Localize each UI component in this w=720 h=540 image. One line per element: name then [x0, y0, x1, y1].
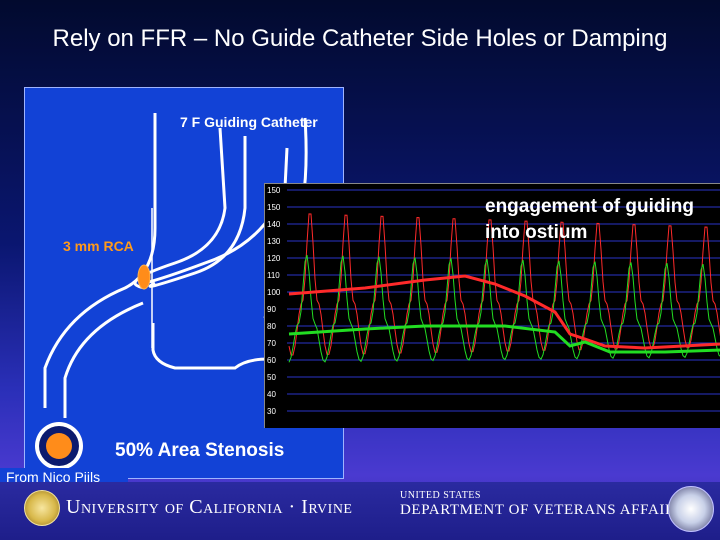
- y-tick-label: 140: [267, 220, 281, 229]
- y-tick-label: 130: [267, 237, 281, 246]
- y-tick-label: 50: [267, 373, 276, 382]
- cross-section-lumen: [46, 433, 72, 459]
- y-tick-label: 70: [267, 339, 276, 348]
- y-tick-label: 60: [267, 356, 276, 365]
- distal-mean-pressure: [288, 324, 720, 354]
- catheter-label: 7 F Guiding Catheter: [180, 114, 318, 130]
- university-name: University of California · Irvine: [66, 496, 353, 518]
- uci-seal-icon: [24, 490, 60, 526]
- y-tick-label: 120: [267, 254, 281, 263]
- va-country: UNITED STATES: [400, 490, 481, 501]
- va-seal-icon: [668, 486, 714, 532]
- rca-label: 3 mm RCA: [63, 238, 134, 254]
- stenosis-label: 50% Area Stenosis: [115, 440, 285, 461]
- catheter-lumen-left: [133, 127, 227, 290]
- vessel-lower-wall: [63, 301, 144, 418]
- aortic-phasic-waveform: [288, 213, 720, 356]
- footer-bar: University of California · Irvine UNITED…: [0, 482, 720, 540]
- distal-phasic-waveform: [288, 254, 720, 363]
- pressure-tracing: 150 150 140 130 120 110 100 90 80 70 60 50 40 30 enga…: [264, 183, 720, 428]
- catheter-inner-wall: [148, 136, 247, 288]
- y-tick-label: 100: [267, 288, 281, 297]
- y-tick-label: 110: [267, 271, 280, 280]
- slide-title: Rely on FFR – No Guide Catheter Side Hol…: [52, 25, 668, 52]
- y-tick-label: 150: [267, 203, 281, 212]
- stenosis-marker: [137, 264, 151, 290]
- y-tick-label: 90: [267, 305, 276, 314]
- aortic-mean-pressure: [288, 274, 720, 350]
- y-tick-label: 80: [267, 322, 276, 331]
- va-department: DEPARTMENT OF VETERANS AFFAIRS: [400, 502, 685, 518]
- pressure-tracing-plot: 150 150 140 130 120 110 100 90 80 70 60 50 40 30: [267, 186, 720, 416]
- catheter-outer-wall: [43, 113, 157, 408]
- tracing-annotation: engagement of guiding into ostium: [485, 196, 694, 243]
- source-credit: From Nico Pijls: [0, 468, 128, 486]
- y-tick-label: 30: [267, 407, 276, 416]
- y-tick-label: 150: [267, 186, 281, 195]
- y-tick-label: 40: [267, 390, 276, 399]
